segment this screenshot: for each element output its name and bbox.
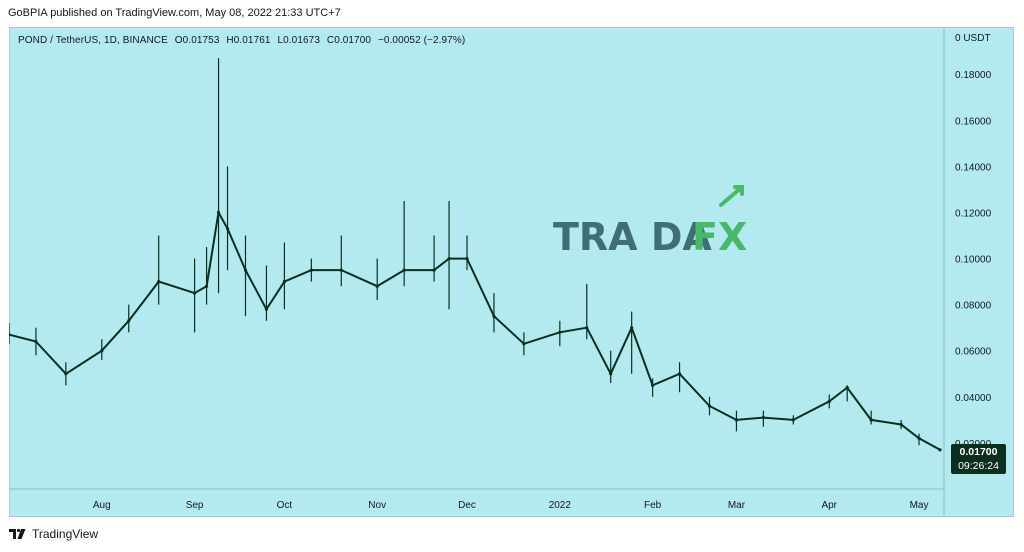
time-tick-label: Dec: [458, 500, 476, 511]
price-point: [282, 280, 287, 284]
brand-text: TradingView: [32, 527, 99, 541]
price-point: [9, 333, 11, 337]
price-point: [216, 210, 221, 215]
price-point: [791, 418, 795, 422]
time-tick-label: Aug: [93, 500, 111, 511]
price-point: [707, 404, 712, 408]
ohlc-low: L0.01673: [277, 35, 320, 46]
price-point: [100, 349, 104, 353]
price-point: [225, 227, 230, 231]
last-price-value: 0.01700: [959, 446, 998, 458]
price-point: [157, 280, 161, 284]
price-point: [827, 399, 831, 404]
price-point: [609, 372, 613, 376]
price-axis[interactable]: 0 USDT 0.18000 0.16000 0.14000 0.12000 0.1000…: [955, 33, 992, 450]
last-price-label: 0.01700 09:26:24: [951, 444, 1006, 474]
price-point: [558, 330, 562, 334]
arrow-up-icon: [719, 185, 744, 207]
ohlc-high: H0.01761: [226, 35, 271, 46]
price-point: [204, 284, 209, 288]
price-point: [522, 342, 526, 346]
price-point: [402, 268, 406, 272]
price-point: [34, 339, 38, 344]
watermark-logo: TRA DA FX: [553, 185, 747, 259]
price-point: [243, 268, 248, 272]
symbol-legend[interactable]: POND / TetherUS, 1D, BINANCE O0.01753 H0…: [18, 35, 469, 46]
price-point: [447, 256, 451, 261]
price-point: [309, 268, 313, 272]
price-tick-label: 0.14000: [955, 162, 992, 173]
price-point: [651, 383, 655, 387]
price-point: [465, 256, 469, 261]
price-line: [9, 209, 941, 451]
tradingview-brand[interactable]: TradingView: [9, 527, 98, 541]
price-point: [899, 422, 903, 427]
price-point: [193, 291, 197, 295]
price-point: [677, 372, 682, 376]
ohlc-open: O0.01753: [174, 35, 220, 46]
price-tick-label: 0.06000: [955, 347, 992, 358]
price-point: [585, 326, 589, 330]
price-point: [845, 386, 849, 390]
time-tick-label: May: [910, 500, 929, 511]
ohlc-change: −0.00052 (−2.97%): [377, 35, 466, 46]
time-tick-label: 2022: [549, 500, 572, 511]
price-point: [938, 448, 942, 452]
price-point: [734, 418, 739, 422]
price-point: [127, 319, 131, 323]
time-tick-label: Apr: [821, 500, 837, 511]
price-tick-label: 0.10000: [955, 255, 992, 266]
ohlc-close: C0.01700: [326, 35, 372, 46]
price-tick-label: 0.16000: [955, 116, 992, 127]
candle-series: [9, 58, 942, 452]
price-point: [339, 268, 343, 272]
time-tick-label: Feb: [644, 500, 662, 511]
price-point: [869, 418, 873, 422]
time-tick-label: Oct: [277, 500, 293, 511]
price-tick-label: 0 USDT: [955, 33, 991, 44]
price-point: [64, 372, 68, 376]
time-axis[interactable]: Aug Sep Oct Nov Dec 2022 Feb Mar Apr May: [93, 500, 929, 511]
price-point: [917, 436, 921, 440]
price-tick-label: 0.12000: [955, 208, 992, 219]
chart-pane[interactable]: [9, 27, 1014, 517]
tradingview-logo-icon: [9, 528, 26, 539]
price-tick-label: 0.18000: [955, 70, 992, 81]
price-point: [264, 307, 269, 311]
publish-info: GoBPIA published on TradingView.com, May…: [8, 7, 341, 19]
watermark-text: TRA DA: [553, 215, 712, 259]
price-point: [492, 314, 496, 318]
price-point: [761, 415, 765, 420]
price-tick-label: 0.04000: [955, 393, 992, 404]
time-tick-label: Sep: [186, 500, 204, 511]
price-tick-label: 0.08000: [955, 301, 992, 312]
watermark-accent-text: FX: [692, 215, 747, 259]
price-point: [432, 268, 436, 272]
price-chart[interactable]: TRA DA FX 0 USDT 0.18000 0.16000 0.14000 0.1…: [9, 27, 1014, 517]
symbol-name: POND / TetherUS, 1D, BINANCE: [18, 35, 168, 46]
price-point: [375, 284, 379, 288]
price-point: [630, 326, 634, 330]
time-tick-label: Mar: [728, 500, 746, 511]
bar-countdown: 09:26:24: [958, 460, 999, 472]
time-tick-label: Nov: [368, 500, 386, 511]
